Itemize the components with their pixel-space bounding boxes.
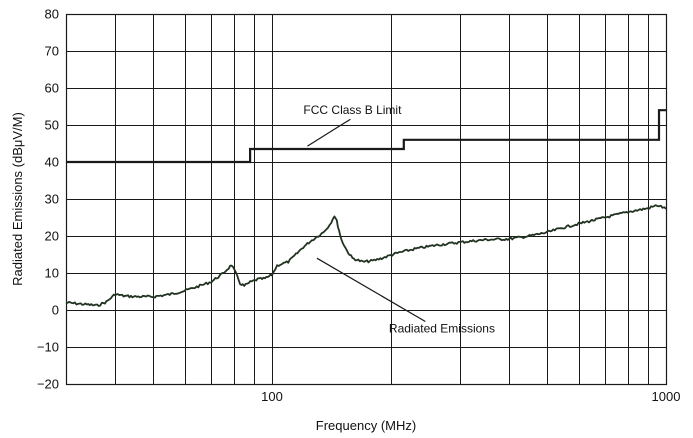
plot-frame	[65, 13, 668, 386]
y-tick-label: 20	[45, 229, 59, 244]
tick-labels: −20 −10 0 10 20 30 40 50 60 70 80 100 1000	[37, 7, 681, 405]
y-tick-label: 0	[52, 303, 59, 318]
grid	[65, 13, 668, 386]
y-tick-label: −20	[37, 377, 59, 392]
annotation-leader-fcc	[307, 118, 351, 147]
x-tick-label: 100	[261, 389, 283, 404]
annotation-leader-emissions	[316, 257, 426, 323]
y-tick-label: 50	[45, 118, 59, 133]
series-line-radiated-emissions	[65, 204, 667, 307]
series-line-fcc-limit	[66, 109, 666, 164]
annotation-fcc-limit: FCC Class B Limit	[303, 103, 402, 117]
y-tick-label: 40	[45, 155, 59, 170]
y-tick-label: −10	[37, 340, 59, 355]
y-axis-label: Radiated Emissions (dBμV/M)	[10, 112, 25, 286]
y-tick-label: 30	[45, 192, 59, 207]
series-layer	[65, 109, 667, 307]
y-tick-label: 70	[45, 44, 59, 59]
x-axis-label: Frequency (MHz)	[316, 418, 416, 433]
y-tick-label: 10	[45, 266, 59, 281]
annotation-radiated-emissions: Radiated Emissions	[389, 322, 495, 336]
y-tick-label: 60	[45, 81, 59, 96]
y-tick-label: 80	[45, 7, 59, 22]
x-tick-label: 1000	[652, 389, 681, 404]
annotations: FCC Class B Limit Radiated Emissions	[303, 103, 495, 335]
